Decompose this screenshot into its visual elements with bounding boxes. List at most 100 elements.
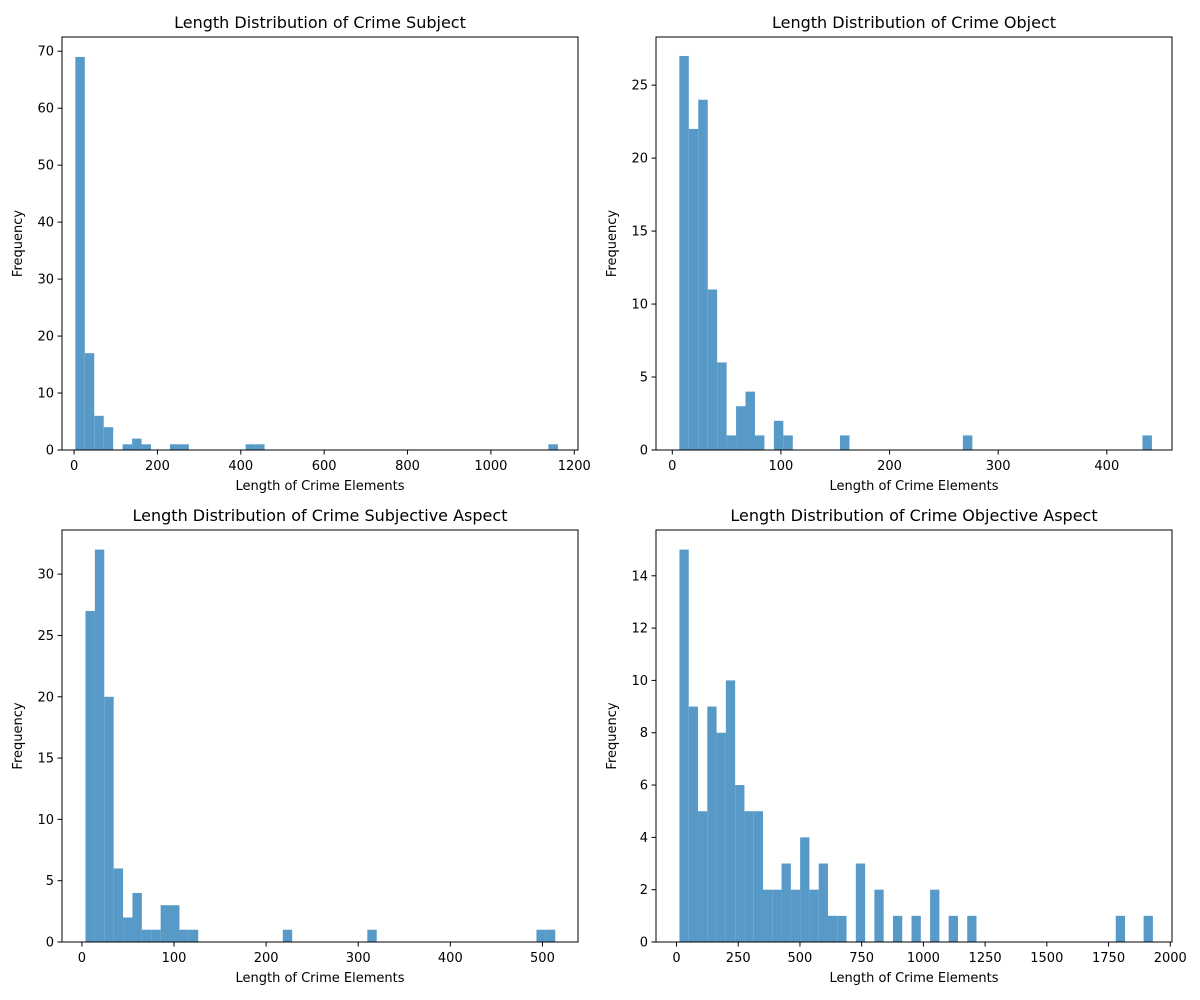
histogram-bar <box>698 811 708 942</box>
y-tick-label: 20 <box>37 330 54 345</box>
y-tick-label: 4 <box>640 831 648 846</box>
histogram-bar <box>800 837 810 942</box>
histogram-bar <box>855 863 866 942</box>
histogram-bar <box>141 929 152 942</box>
x-tick-label: 0 <box>78 951 86 966</box>
chart-panel-4: 0 250 500 750 1000 1250 1500 1750 2000 0 2 4 6 8 10 12 1… <box>605 506 1187 986</box>
x-tick-label: 200 <box>877 459 902 474</box>
plot-frame <box>61 36 579 451</box>
y-tick-label: 10 <box>37 813 54 828</box>
y-axis-label: Frequency <box>11 702 26 769</box>
histogram-bar <box>818 863 828 942</box>
y-tick-label: 10 <box>631 298 648 313</box>
plot-frame <box>655 529 1173 943</box>
chart-title: Length Distribution of Crime Subject <box>174 13 466 32</box>
histogram-bar <box>967 915 977 942</box>
x-tick-label: 1500 <box>1030 951 1063 966</box>
histogram-bar <box>132 438 142 450</box>
histogram-bar <box>736 406 746 450</box>
histogram-bar <box>179 929 189 942</box>
histogram-bar <box>113 868 124 942</box>
histogram-bar <box>679 55 689 450</box>
x-tick-label: 100 <box>162 951 187 966</box>
plot-frame <box>61 529 579 943</box>
histogram-bar <box>707 289 718 450</box>
x-tick-label: 750 <box>849 951 874 966</box>
histogram-bar <box>94 415 104 450</box>
histogram-bar <box>716 732 726 942</box>
y-tick-label: 0 <box>46 444 54 459</box>
histogram-bar <box>837 915 847 942</box>
x-tick-label: 0 <box>70 459 78 474</box>
histogram-bar <box>809 889 819 942</box>
y-tick-label: 25 <box>37 629 54 644</box>
histogram-bar <box>948 915 958 942</box>
histogram-bar <box>536 929 546 942</box>
x-tick-label: 0 <box>672 951 680 966</box>
x-tick-label: 1000 <box>474 459 507 474</box>
histogram-bar <box>874 889 884 942</box>
y-tick-label: 0 <box>46 936 54 951</box>
chart-title: Length Distribution of Crime Subjective … <box>133 506 508 525</box>
histogram-bar <box>123 917 133 942</box>
histogram-bar <box>245 444 256 450</box>
histogram-bar <box>781 863 791 942</box>
histogram-bar <box>753 811 763 942</box>
x-tick-label: 300 <box>986 459 1011 474</box>
x-tick-label: 400 <box>438 951 463 966</box>
y-tick-label: 30 <box>37 568 54 583</box>
histogram-bar <box>132 892 142 942</box>
histogram-bar <box>255 444 265 450</box>
histogram-bar <box>763 889 773 942</box>
histogram-bar <box>717 362 727 450</box>
histogram-bar <box>104 696 114 942</box>
x-tick-label: 300 <box>346 951 371 966</box>
x-axis-label: Length of Crime Elements <box>235 479 404 494</box>
histogram-bar <box>698 99 708 450</box>
histogram-bar <box>141 444 152 450</box>
y-axis-label: Frequency <box>605 210 620 277</box>
y-tick-label: 2 <box>640 883 648 898</box>
histogram-bar <box>282 929 293 942</box>
histogram-bar <box>103 427 114 450</box>
x-tick-label: 0 <box>668 459 676 474</box>
histogram-bar <box>735 785 745 942</box>
x-tick-label: 500 <box>530 951 555 966</box>
histogram-bar <box>892 915 903 942</box>
x-tick-label: 500 <box>788 951 813 966</box>
histogram-bar <box>367 929 377 942</box>
x-tick-label: 1250 <box>969 951 1002 966</box>
histogram-bar <box>545 929 556 942</box>
y-tick-label: 15 <box>631 225 648 240</box>
histogram-bar <box>827 915 838 942</box>
y-tick-label: 14 <box>631 569 648 584</box>
histogram-bar <box>94 549 105 942</box>
y-tick-label: 50 <box>37 159 54 174</box>
histogram-bar <box>160 905 171 942</box>
y-tick-label: 10 <box>37 387 54 402</box>
histogram-bar <box>1115 915 1126 942</box>
x-tick-label: 250 <box>726 951 751 966</box>
histogram-bar <box>85 610 95 942</box>
x-tick-label: 600 <box>312 459 337 474</box>
x-axis-label: Length of Crime Elements <box>235 971 404 986</box>
histogram-bar <box>790 889 801 942</box>
histogram-bar <box>772 889 782 942</box>
x-tick-label: 800 <box>395 459 420 474</box>
histogram-bar <box>170 905 180 942</box>
histogram-bar <box>930 889 940 942</box>
x-tick-label: 400 <box>1094 459 1119 474</box>
x-axis-label: Length of Crime Elements <box>829 971 998 986</box>
y-tick-label: 60 <box>37 102 54 117</box>
histogram-bar <box>122 444 133 450</box>
y-tick-label: 12 <box>631 622 648 637</box>
histogram-bar <box>754 435 765 450</box>
y-tick-label: 30 <box>37 273 54 288</box>
histogram-bar <box>773 420 784 450</box>
x-axis-label: Length of Crime Elements <box>829 479 998 494</box>
y-tick-label: 8 <box>640 726 648 741</box>
y-tick-label: 5 <box>640 371 648 386</box>
chart-panel-2: 0 100 200 300 400 0 5 10 15 20 25 Length Distributi… <box>605 13 1173 494</box>
histogram-bar <box>179 444 189 450</box>
histogram-bar <box>1143 915 1153 942</box>
